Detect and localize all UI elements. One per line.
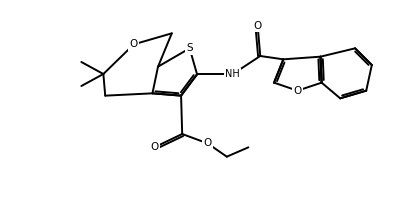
Text: O: O [293,86,301,96]
Text: O: O [203,138,211,148]
Text: NH: NH [225,69,240,79]
Text: O: O [254,21,262,31]
Text: O: O [150,142,158,152]
Text: S: S [187,43,193,53]
Text: O: O [130,39,138,49]
